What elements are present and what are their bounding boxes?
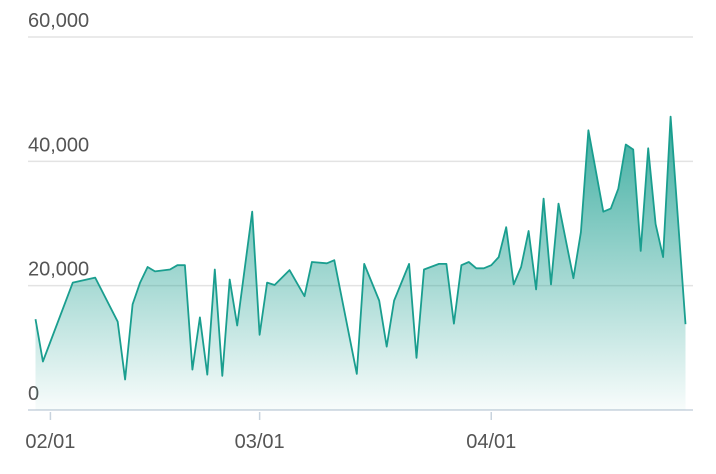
y-tick-label: 60,000: [28, 10, 89, 32]
area-line: [34, 115, 687, 381]
y-tick-label: 0: [28, 383, 39, 405]
x-tick-label: 04/01: [466, 431, 516, 453]
y-tick-label: 20,000: [28, 259, 89, 281]
x-tick-label: 02/01: [25, 431, 75, 453]
x-tick-label: 03/01: [235, 431, 285, 453]
y-tick-label: 40,000: [28, 134, 89, 156]
